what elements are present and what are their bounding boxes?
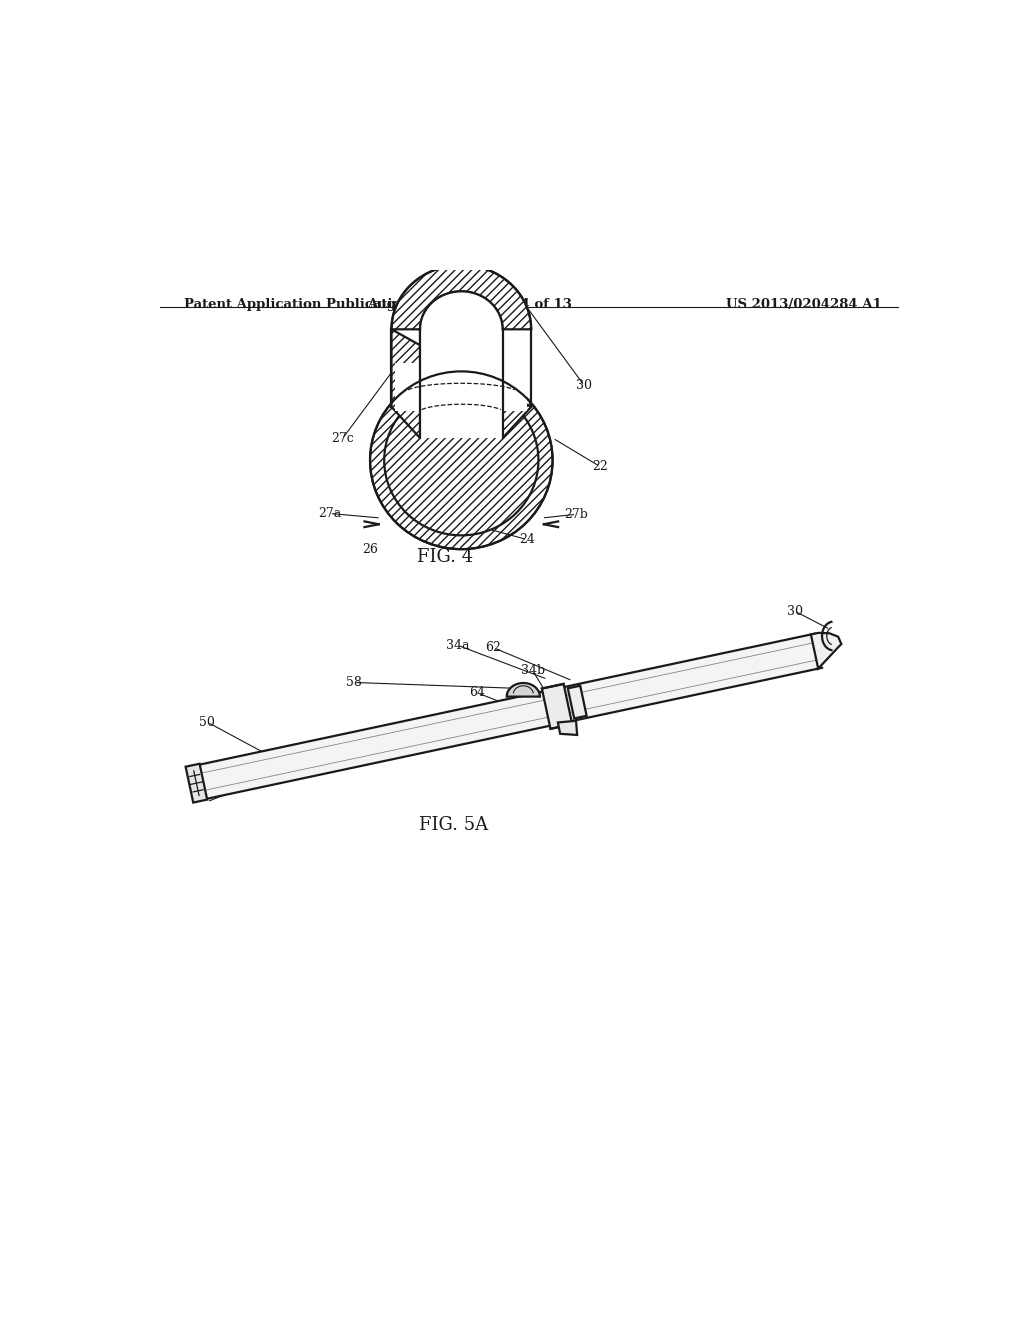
Text: FIG. 4: FIG. 4: [418, 548, 473, 566]
Text: 50: 50: [200, 715, 215, 729]
Text: 24: 24: [519, 533, 536, 546]
Text: Aug. 8, 2013   Sheet 4 of 13: Aug. 8, 2013 Sheet 4 of 13: [367, 298, 571, 312]
Text: 26: 26: [362, 544, 378, 557]
Polygon shape: [200, 634, 822, 799]
Polygon shape: [395, 363, 527, 411]
Text: 34b: 34b: [520, 664, 545, 677]
Polygon shape: [811, 632, 842, 669]
Polygon shape: [507, 682, 540, 697]
Polygon shape: [185, 764, 207, 803]
Ellipse shape: [384, 385, 539, 536]
Ellipse shape: [370, 371, 553, 549]
Text: 34a: 34a: [445, 639, 469, 652]
Text: 58: 58: [346, 676, 362, 689]
Polygon shape: [542, 684, 572, 729]
Text: 30: 30: [577, 379, 592, 392]
Text: 27b: 27b: [564, 508, 589, 520]
Text: 30: 30: [786, 605, 803, 618]
Ellipse shape: [384, 385, 539, 536]
Text: US 2013/0204284 A1: US 2013/0204284 A1: [726, 298, 882, 312]
Text: 22: 22: [592, 461, 608, 473]
Text: Patent Application Publication: Patent Application Publication: [183, 298, 411, 312]
Polygon shape: [420, 292, 503, 438]
Text: 52: 52: [259, 771, 274, 784]
Polygon shape: [568, 685, 587, 718]
Text: 62: 62: [485, 642, 501, 653]
Polygon shape: [558, 721, 578, 735]
Text: FIG. 5A: FIG. 5A: [419, 816, 488, 834]
Text: 27a: 27a: [317, 507, 341, 520]
Polygon shape: [391, 265, 531, 438]
Text: 64: 64: [469, 686, 485, 700]
Text: 27c: 27c: [331, 433, 353, 445]
